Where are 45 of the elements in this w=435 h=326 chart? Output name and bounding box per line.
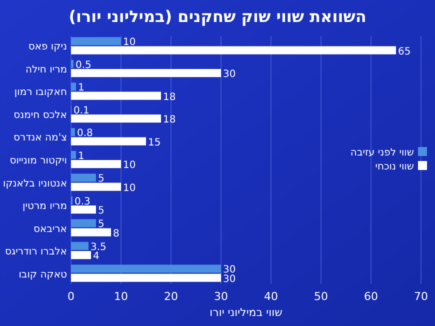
chart-title: השוואת שווי שוק שחקנים (במיליוני יורו) bbox=[68, 7, 366, 26]
x-axis-title: שווי במיליוני יורו bbox=[210, 306, 283, 319]
data-label: 18 bbox=[163, 92, 176, 103]
data-label: 30 bbox=[223, 264, 236, 276]
x-tick-label: 0 bbox=[68, 290, 74, 303]
y-tick-label: ניקו פאס bbox=[28, 42, 67, 53]
x-tick-label: 20 bbox=[164, 290, 178, 303]
data-label: 5 bbox=[98, 206, 104, 217]
data-label: 1 bbox=[78, 82, 84, 94]
y-tick-label: ויקטור מונייוס bbox=[10, 156, 67, 166]
y-tick-label: חאקובו רמון bbox=[14, 87, 67, 98]
data-label: 0.1 bbox=[74, 105, 90, 116]
y-tick-label: אריבאס bbox=[33, 224, 67, 235]
y-tick-label: אלברו רודריגס bbox=[4, 246, 67, 258]
x-tick-label: 10 bbox=[114, 290, 128, 303]
data-label: 10 bbox=[123, 182, 136, 194]
legend-label: שווי נוכחי bbox=[375, 162, 414, 172]
data-label: 8 bbox=[113, 228, 120, 240]
y-tick-label: אלכס חימנס bbox=[14, 110, 67, 121]
data-label: 30 bbox=[223, 69, 236, 80]
x-tick-label: 50 bbox=[314, 290, 328, 303]
x-tick-label: 40 bbox=[264, 290, 278, 303]
data-label: 0.3 bbox=[74, 196, 90, 208]
y-tick-label: טאקה קובו bbox=[18, 269, 67, 280]
x-tick-label: 30 bbox=[214, 290, 228, 303]
data-label: 18 bbox=[163, 114, 176, 126]
data-label: 3.5 bbox=[90, 242, 106, 253]
y-tick-label: אנטוניו בלאנקו bbox=[2, 178, 67, 190]
data-label: 5 bbox=[98, 174, 104, 185]
data-label: 5 bbox=[98, 219, 104, 230]
data-label: 0.5 bbox=[76, 60, 92, 71]
legend-label: שווי לפני עזיבה bbox=[350, 148, 414, 158]
data-label: 1 bbox=[78, 150, 84, 162]
data-label: 10 bbox=[123, 37, 136, 48]
data-label: 10 bbox=[123, 160, 136, 172]
y-tick-label: צ'מה אנדרס bbox=[14, 132, 68, 144]
data-label: 15 bbox=[148, 137, 161, 148]
y-tick-label: מריו מרטין bbox=[22, 201, 67, 212]
y-tick-label: מריו חילה bbox=[25, 64, 67, 76]
data-label: 4 bbox=[93, 251, 100, 262]
data-label: 0.8 bbox=[77, 128, 93, 140]
data-label: 30 bbox=[223, 274, 236, 285]
x-tick-label: 70 bbox=[414, 290, 428, 303]
x-tick-label: 60 bbox=[364, 290, 378, 303]
data-label: 65 bbox=[398, 46, 411, 58]
